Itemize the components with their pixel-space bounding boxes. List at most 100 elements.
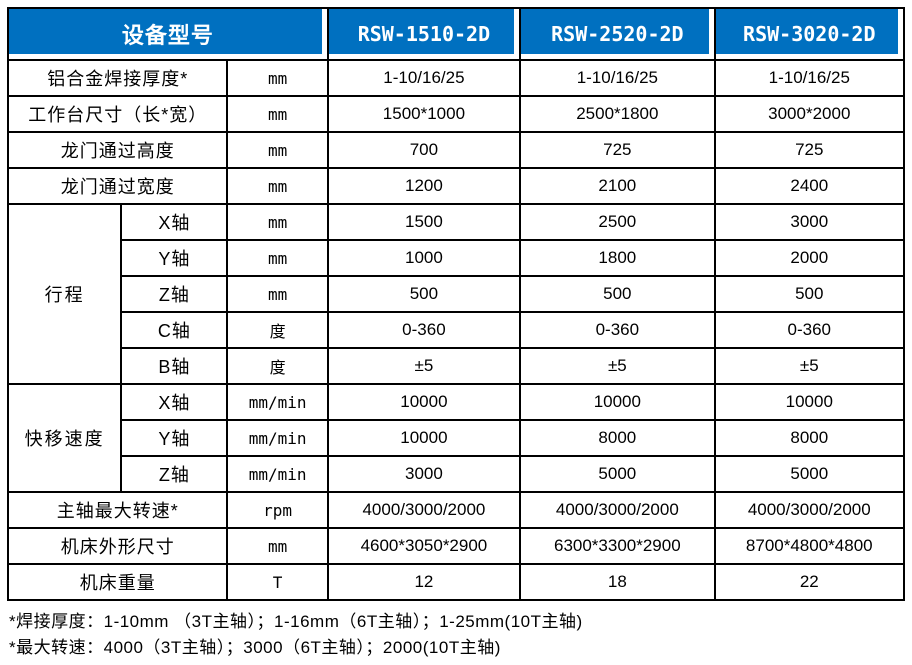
unit-cell: 度: [226, 347, 329, 385]
value-cell-model-2: 10000: [519, 383, 716, 421]
spec-table-header: 设备型号 RSW-1510-2D RSW-2520-2D RSW-3020-2D: [7, 7, 906, 61]
value-cell-model-3: 8700*4800*4800: [713, 527, 906, 565]
table-row: 主轴最大转速* rpm 4000/3000/2000 4000/3000/2000 40…: [6, 491, 906, 529]
value-cell-model-2: 2100: [519, 167, 716, 205]
value-cell-model-1: 10000: [326, 383, 522, 421]
value-cell-model-3: 725: [713, 131, 906, 169]
row-label: B轴: [120, 347, 229, 385]
value-cell-model-2: 2500*1800: [519, 95, 716, 133]
value-cell-model-1: 500: [326, 275, 522, 313]
value-cell-model-3: 4000/3000/2000: [713, 491, 906, 529]
value-cell-model-1: 1500: [326, 203, 522, 241]
value-cell-model-3: 2000: [713, 239, 906, 277]
value-cell-model-2: 0-360: [519, 311, 716, 349]
unit-cell: mm/min: [226, 455, 329, 493]
value-cell-model-3: 2400: [713, 167, 906, 205]
value-cell-model-3: 500: [713, 275, 906, 313]
value-cell-model-1: 1000: [326, 239, 522, 277]
table-row: Y轴 mm/min 10000 8000 8000: [8, 419, 906, 457]
row-label: 机床重量: [6, 563, 229, 601]
value-cell-model-1: 1500*1000: [326, 95, 522, 133]
table-row: C轴度 0-360 0-360 0-360: [8, 311, 906, 349]
group-label: 快移速度: [6, 383, 123, 493]
unit-cell: T: [226, 563, 329, 601]
value-cell-model-2: 1-10/16/25: [519, 59, 716, 97]
value-cell-model-2: 4000/3000/2000: [519, 491, 716, 529]
table-row: 机床外形尺寸 mm 4600*3050*2900 6300*3300*2900 8700…: [6, 527, 906, 565]
table-row: 快移速度 X轴 mm/min 10000 10000 10000: [6, 383, 906, 493]
value-cell-model-3: 10000: [713, 383, 906, 421]
spec-table: 设备型号 RSW-1510-2D RSW-2520-2D RSW-3020-2D…: [6, 7, 906, 601]
unit-cell: mm: [226, 203, 329, 241]
spec-table-body: 铝合金焊接厚度* mm 1-10/16/25 1-10/16/25 1-10/16/25…: [6, 59, 906, 601]
value-cell-model-1: 0-360: [326, 311, 522, 349]
row-label: Z轴: [120, 455, 229, 493]
table-row: 龙门通过宽度 mm 1200 2100 2400: [6, 167, 906, 205]
table-row: Z轴 mm 500 500 500: [8, 275, 906, 313]
row-label: 龙门通过高度: [6, 131, 229, 169]
row-label: 主轴最大转速*: [6, 491, 229, 529]
row-label: 铝合金焊接厚度*: [6, 59, 229, 97]
value-cell-model-3: 8000: [713, 419, 906, 457]
value-cell-model-2: 5000: [519, 455, 716, 493]
unit-cell: mm: [226, 275, 329, 313]
header-row: 设备型号 RSW-1510-2D RSW-2520-2D RSW-3020-2D: [7, 7, 906, 61]
row-label: 龙门通过宽度: [6, 167, 229, 205]
row-label: Y轴: [120, 419, 229, 457]
value-cell-model-3: 3000: [713, 203, 906, 241]
value-cell-model-3: 3000*2000: [713, 95, 906, 133]
value-cell-model-3: 5000: [713, 455, 906, 493]
value-cell-model-2: ±5: [519, 347, 716, 385]
unit-cell: mm: [226, 167, 329, 205]
footnote-max-speed: *最大转速：4000（3T主轴）；3000（6T主轴）；2000(10T主轴): [9, 638, 501, 657]
row-label: C轴: [120, 311, 229, 349]
table-row: 铝合金焊接厚度* mm 1-10/16/25 1-10/16/25 1-10/16/25: [6, 59, 906, 97]
unit-cell: mm: [226, 95, 329, 133]
value-cell-model-2: 1800: [519, 239, 716, 277]
footnote-welding-thickness: *焊接厚度：1-10mm （3T主轴）；1-16mm（6T主轴）；1-25mm(…: [9, 612, 583, 631]
table-row: 行程 X轴 mm 1500 2500 3000: [6, 203, 906, 385]
value-cell-model-1: 12: [326, 563, 522, 601]
unit-cell: mm: [226, 527, 329, 565]
value-cell-model-1: 3000: [326, 455, 522, 493]
row-label: 机床外形尺寸: [6, 527, 229, 565]
table-row: 机床重量 T 12 18 22: [6, 563, 906, 601]
unit-cell: mm: [226, 239, 329, 277]
table-row: 龙门通过高度 mm 700 725 725: [6, 131, 906, 169]
row-label: X轴: [120, 383, 229, 421]
table-row: 工作台尺寸（长*宽） mm 1500*1000 2500*1800 3000*2000: [6, 95, 906, 133]
value-cell-model-1: 4600*3050*2900: [326, 527, 522, 565]
device-model-header: 设备型号: [7, 7, 329, 61]
value-cell-model-1: 700: [326, 131, 522, 169]
model-column-header-3: RSW-3020-2D: [713, 7, 906, 61]
row-label: Z轴: [120, 275, 229, 313]
footnotes: *焊接厚度：1-10mm （3T主轴）；1-16mm（6T主轴）；1-25mm(…: [7, 609, 905, 661]
group-label: 行程: [6, 203, 123, 385]
value-cell-model-2: 2500: [519, 203, 716, 241]
value-cell-model-1: 1-10/16/25: [326, 59, 522, 97]
value-cell-model-3: 0-360: [713, 311, 906, 349]
row-label: Y轴: [120, 239, 229, 277]
unit-cell: 度: [226, 311, 329, 349]
table-row: B轴度 ±5 ±5 ±5: [8, 347, 906, 385]
unit-cell: mm/min: [226, 383, 329, 421]
value-cell-model-2: 500: [519, 275, 716, 313]
value-cell-model-1: 4000/3000/2000: [326, 491, 522, 529]
value-cell-model-2: 18: [519, 563, 716, 601]
table-row: Z轴 mm/min 3000 5000 5000: [8, 455, 906, 493]
table-row: Y轴 mm 1000 1800 2000: [8, 239, 906, 277]
value-cell-model-1: 10000: [326, 419, 522, 457]
value-cell-model-2: 8000: [519, 419, 716, 457]
model-column-header-1: RSW-1510-2D: [326, 7, 522, 61]
value-cell-model-3: ±5: [713, 347, 906, 385]
value-cell-model-3: 1-10/16/25: [713, 59, 906, 97]
row-label: 工作台尺寸（长*宽）: [6, 95, 229, 133]
unit-cell: mm: [226, 59, 329, 97]
value-cell-model-1: ±5: [326, 347, 522, 385]
value-cell-model-1: 1200: [326, 167, 522, 205]
unit-cell: mm: [226, 131, 329, 169]
model-column-header-2: RSW-2520-2D: [519, 7, 716, 61]
unit-cell: rpm: [226, 491, 329, 529]
unit-cell: mm/min: [226, 419, 329, 457]
